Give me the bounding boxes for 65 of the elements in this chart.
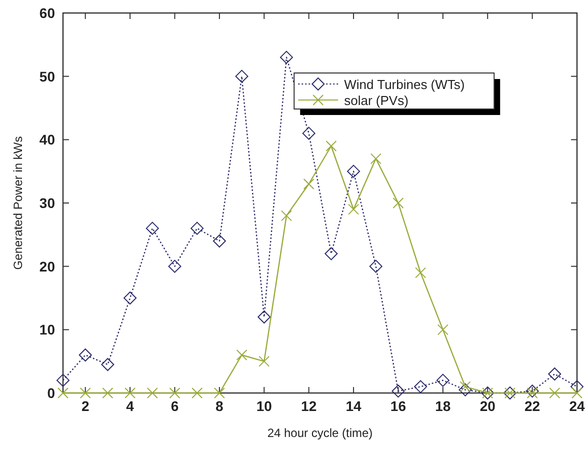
y-tick-label: 30 [39, 195, 56, 211]
point [280, 210, 292, 222]
x-tick-label: 18 [435, 398, 451, 414]
x-tick-label: 14 [346, 398, 362, 414]
point [212, 234, 226, 248]
point [460, 381, 471, 392]
point [146, 222, 159, 235]
point [370, 153, 382, 164]
point [146, 388, 158, 398]
x-tick-label: 20 [480, 398, 496, 414]
point [392, 384, 405, 398]
point [369, 260, 382, 273]
y-tick-label: 60 [39, 5, 56, 21]
point [414, 380, 428, 394]
x-tick-label: 10 [256, 398, 272, 414]
legend-label: solar (PVs) [344, 93, 408, 108]
point [124, 292, 137, 304]
point [235, 70, 248, 83]
point [526, 388, 538, 398]
point [303, 178, 314, 190]
x-tick-label: 6 [170, 398, 179, 414]
point [392, 198, 404, 208]
x-tick-label: 24 [569, 398, 585, 414]
x-tick-label: 22 [524, 398, 540, 414]
point [324, 247, 338, 260]
x-tick-label: 4 [126, 398, 134, 414]
point [572, 388, 582, 398]
x-tick-label: 12 [301, 398, 317, 414]
y-tick-label: 40 [39, 132, 56, 148]
point [280, 50, 293, 64]
point [437, 324, 448, 336]
point [190, 222, 204, 235]
y-axis-title: Generated Power in kWs [11, 136, 25, 270]
point [347, 164, 360, 178]
y-tick-label: 0 [47, 385, 56, 401]
x-tick-label: 16 [390, 398, 406, 414]
point [548, 368, 562, 380]
legend-label: Wind Turbines (WTs) [344, 77, 465, 92]
point [415, 267, 426, 278]
point [236, 350, 248, 360]
point [302, 126, 316, 140]
point [102, 388, 114, 398]
point [258, 356, 270, 367]
point [80, 388, 91, 398]
point [78, 348, 92, 362]
x-axis-title: 24 hour cycle (time) [267, 426, 373, 440]
point [258, 310, 271, 324]
y-tick-label: 20 [39, 258, 56, 274]
point [214, 388, 225, 398]
point [326, 140, 337, 152]
y-tick-label: 50 [39, 68, 56, 84]
point [169, 388, 180, 398]
point [56, 374, 70, 387]
point [58, 388, 68, 398]
point [549, 388, 560, 398]
x-tick-label: 8 [216, 398, 224, 414]
point [168, 260, 182, 273]
y-tick-label: 10 [39, 322, 56, 338]
point [436, 374, 450, 387]
point [192, 388, 203, 398]
point [101, 358, 114, 371]
x-tick-label: 2 [81, 398, 90, 414]
point [124, 388, 136, 398]
point [348, 204, 360, 215]
point [570, 380, 584, 394]
